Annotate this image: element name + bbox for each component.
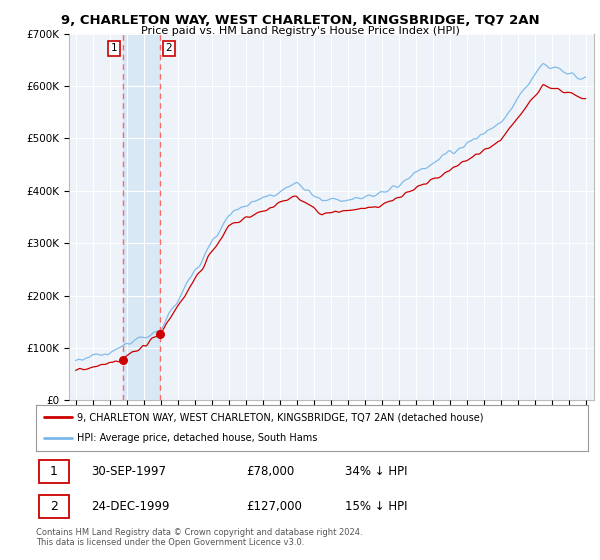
Text: 9, CHARLETON WAY, WEST CHARLETON, KINGSBRIDGE, TQ7 2AN (detached house): 9, CHARLETON WAY, WEST CHARLETON, KINGSB…: [77, 412, 484, 422]
Text: £78,000: £78,000: [246, 465, 294, 478]
Text: 9, CHARLETON WAY, WEST CHARLETON, KINGSBRIDGE, TQ7 2AN: 9, CHARLETON WAY, WEST CHARLETON, KINGSB…: [61, 14, 539, 27]
Text: 1: 1: [111, 43, 118, 53]
Text: HPI: Average price, detached house, South Hams: HPI: Average price, detached house, Sout…: [77, 433, 318, 444]
Text: £127,000: £127,000: [246, 500, 302, 512]
Point: [155, 329, 165, 338]
Text: Contains HM Land Registry data © Crown copyright and database right 2024.
This d: Contains HM Land Registry data © Crown c…: [36, 528, 362, 547]
Text: Price paid vs. HM Land Registry's House Price Index (HPI): Price paid vs. HM Land Registry's House …: [140, 26, 460, 36]
Text: 2: 2: [166, 43, 172, 53]
Bar: [122, 34, 160, 400]
FancyBboxPatch shape: [39, 494, 69, 517]
Text: 2: 2: [50, 500, 58, 512]
Text: 15% ↓ HPI: 15% ↓ HPI: [345, 500, 407, 512]
Text: 30-SEP-1997: 30-SEP-1997: [91, 465, 166, 478]
FancyBboxPatch shape: [39, 460, 69, 483]
Text: 1: 1: [50, 465, 58, 478]
Point: [118, 355, 127, 364]
Text: 24-DEC-1999: 24-DEC-1999: [91, 500, 170, 512]
Text: 34% ↓ HPI: 34% ↓ HPI: [345, 465, 407, 478]
